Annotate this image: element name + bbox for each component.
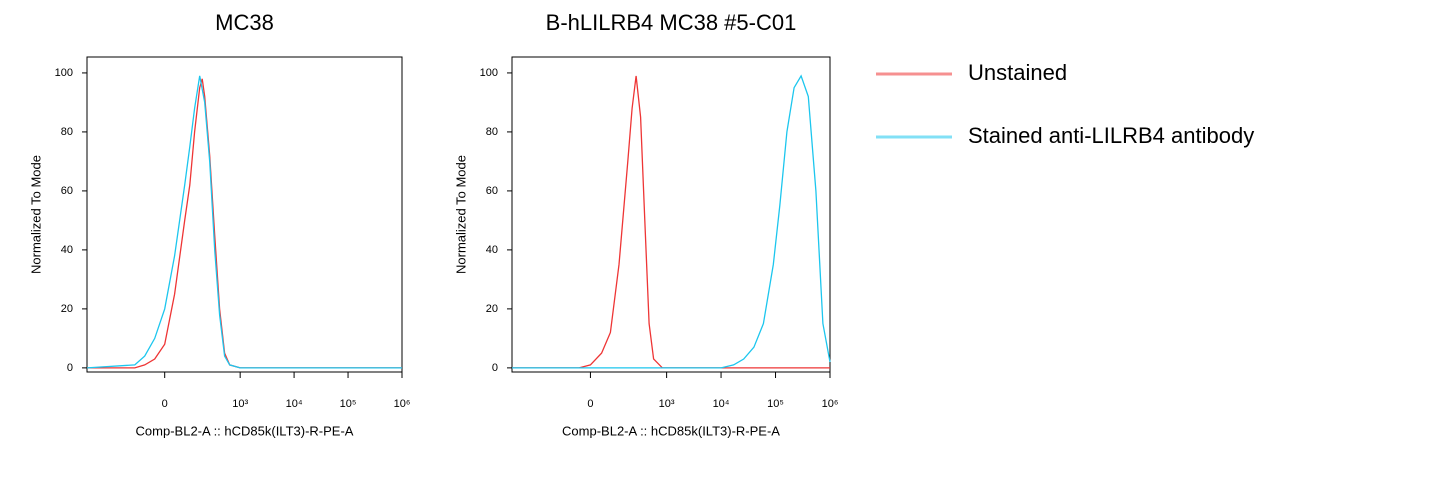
x-tick-label: 0 — [587, 398, 593, 410]
y-tick-label: 60 — [61, 185, 73, 197]
y-axis-label: Normalized To Mode — [28, 155, 43, 274]
x-tick-label: 10³ — [659, 398, 675, 410]
plot-frame — [86, 56, 403, 373]
y-tick-label: 80 — [486, 126, 498, 138]
histogram-line — [87, 78, 402, 369]
x-tick-label: 10⁶ — [394, 398, 411, 410]
x-tick-label: 10⁵ — [340, 398, 357, 410]
chart-title: MC38 — [215, 10, 274, 35]
y-tick-label: 40 — [61, 244, 73, 256]
histogram-line — [86, 75, 402, 369]
x-axis-label: Comp-BL2-A :: hCD85k(ILT3)-R-PE-A — [562, 423, 780, 438]
y-axis-label: Normalized To Mode — [453, 155, 468, 274]
x-tick-label: 0 — [162, 398, 168, 410]
y-tick-label: 0 — [67, 362, 73, 374]
histogram-line — [512, 74, 831, 369]
y-tick-label: 20 — [486, 303, 498, 315]
legend-label: Unstained — [968, 60, 1067, 85]
y-tick-label: 40 — [486, 244, 498, 256]
y-tick-label: 80 — [61, 126, 73, 138]
y-tick-label: 0 — [492, 362, 498, 374]
legend-label: Stained anti-LILRB4 antibody — [968, 123, 1254, 148]
y-tick-label: 60 — [486, 185, 498, 197]
histogram-line — [512, 75, 830, 369]
x-tick-label: 10³ — [232, 398, 248, 410]
y-tick-label: 100 — [55, 67, 73, 79]
y-tick-label: 100 — [480, 67, 498, 79]
x-tick-label: 10⁵ — [767, 398, 784, 410]
plot-frame — [511, 56, 831, 373]
y-tick-label: 20 — [61, 303, 73, 315]
x-tick-label: 10⁶ — [822, 398, 839, 410]
x-axis-label: Comp-BL2-A :: hCD85k(ILT3)-R-PE-A — [136, 423, 354, 438]
chart-title: B-hLILRB4 MC38 #5-C01 — [546, 10, 797, 35]
x-tick-label: 10⁴ — [286, 398, 303, 410]
x-tick-label: 10⁴ — [713, 398, 730, 410]
